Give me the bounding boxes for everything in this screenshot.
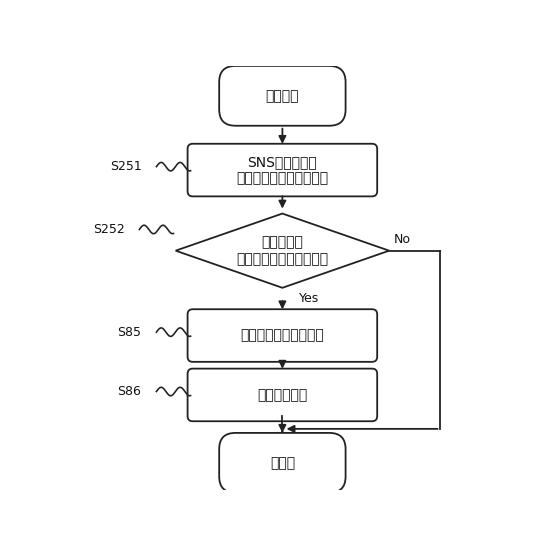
FancyBboxPatch shape <box>187 309 377 362</box>
Text: エンド: エンド <box>270 456 295 470</box>
FancyBboxPatch shape <box>219 66 345 126</box>
Text: S251: S251 <box>110 160 142 173</box>
FancyBboxPatch shape <box>187 144 377 196</box>
Polygon shape <box>176 214 389 288</box>
Text: S85: S85 <box>117 326 142 339</box>
Text: スタート: スタート <box>266 89 299 103</box>
Text: Yes: Yes <box>300 292 320 305</box>
Text: 安否情報の検索・抽出: 安否情報の検索・抽出 <box>241 328 324 343</box>
FancyBboxPatch shape <box>187 369 377 421</box>
Text: S86: S86 <box>117 385 142 398</box>
Text: S252: S252 <box>93 223 125 236</box>
Text: キーワード
「大丈夫？」を含むか？: キーワード 「大丈夫？」を含むか？ <box>236 236 328 266</box>
FancyBboxPatch shape <box>219 433 345 493</box>
Text: SNSサーバから
投稿・メッセージを受信: SNSサーバから 投稿・メッセージを受信 <box>236 155 328 185</box>
Text: No: No <box>393 233 410 246</box>
Text: 安否情報送信: 安否情報送信 <box>257 388 307 402</box>
